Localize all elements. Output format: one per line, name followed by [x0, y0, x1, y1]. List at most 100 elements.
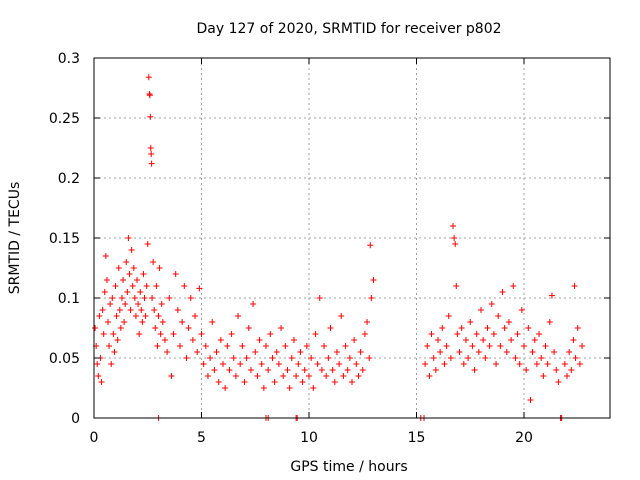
- data-point: [467, 319, 474, 325]
- data-point: [104, 319, 111, 325]
- data-point: [344, 367, 351, 373]
- data-point: [224, 343, 231, 349]
- data-point: [531, 337, 538, 343]
- data-point: [152, 325, 159, 331]
- data-point: [174, 307, 181, 313]
- data-point: [100, 331, 107, 337]
- data-point: [512, 355, 519, 361]
- data-point: [147, 145, 154, 151]
- data-point: [141, 295, 148, 301]
- y-axis-label: SRMTID / TECUs: [7, 182, 23, 295]
- data-point: [149, 295, 156, 301]
- data-point: [301, 367, 308, 373]
- data-point: [95, 373, 102, 379]
- data-point: [254, 373, 261, 379]
- data-point: [357, 349, 364, 355]
- data-point: [323, 373, 330, 379]
- data-point: [247, 367, 254, 373]
- data-point: [368, 295, 375, 301]
- data-point: [168, 373, 175, 379]
- data-point: [338, 313, 345, 319]
- x-tick-label: 5: [197, 430, 206, 446]
- data-point: [150, 259, 157, 265]
- data-point: [106, 343, 113, 349]
- data-point: [325, 355, 332, 361]
- data-point: [237, 361, 244, 367]
- data-point: [501, 325, 508, 331]
- data-point: [540, 373, 547, 379]
- data-point: [159, 319, 166, 325]
- data-point: [456, 349, 463, 355]
- data-point: [239, 343, 246, 349]
- data-point: [576, 361, 583, 367]
- data-point: [245, 325, 252, 331]
- data-point: [109, 295, 116, 301]
- data-point: [228, 331, 235, 337]
- y-tick-label: 0.25: [49, 111, 80, 127]
- data-point: [187, 295, 194, 301]
- data-point: [155, 313, 162, 319]
- data-point: [263, 343, 269, 349]
- data-point: [98, 379, 105, 385]
- data-point: [525, 325, 532, 331]
- data-point: [482, 355, 489, 361]
- y-tick-label: 0.2: [58, 171, 80, 187]
- x-tick-label: 20: [515, 430, 533, 446]
- data-point: [123, 259, 130, 265]
- data-point: [134, 277, 140, 283]
- data-point: [310, 385, 317, 391]
- data-point: [265, 367, 272, 373]
- data-point: [355, 373, 362, 379]
- data-point: [293, 373, 300, 379]
- data-point: [327, 325, 334, 331]
- data-point: [122, 301, 129, 307]
- data-point: [571, 283, 578, 289]
- data-point: [458, 325, 465, 331]
- data-point: [518, 307, 525, 313]
- data-point: [235, 313, 242, 319]
- data-point: [453, 283, 460, 289]
- data-point: [471, 367, 478, 373]
- data-point: [127, 307, 134, 313]
- data-point: [465, 355, 472, 361]
- data-point: [115, 265, 122, 271]
- data-point: [278, 325, 285, 331]
- data-point: [318, 367, 325, 373]
- data-point: [156, 265, 163, 271]
- data-point: [447, 355, 454, 361]
- data-point: [508, 337, 515, 343]
- data-point: [574, 325, 581, 331]
- data-point: [478, 307, 484, 313]
- data-point: [145, 74, 152, 81]
- data-point: [172, 271, 179, 277]
- data-point: [297, 349, 304, 355]
- data-point: [164, 349, 171, 355]
- data-point: [146, 92, 153, 99]
- data-point: [111, 349, 118, 355]
- data-point: [536, 331, 543, 337]
- data-point: [548, 292, 555, 299]
- data-point: [544, 361, 551, 367]
- data-point: [579, 343, 586, 349]
- data-point: [422, 361, 429, 367]
- data-point: [336, 361, 343, 367]
- data-point: [282, 343, 289, 349]
- data-point: [161, 337, 168, 343]
- data-point: [101, 289, 108, 295]
- data-point: [503, 349, 510, 355]
- data-point: [96, 313, 103, 319]
- data-point: [112, 283, 119, 289]
- data-point: [99, 307, 106, 313]
- data-point: [510, 283, 517, 289]
- data-point: [114, 337, 121, 343]
- data-point: [108, 361, 115, 367]
- data-point: [217, 337, 224, 343]
- data-point: [143, 283, 150, 289]
- data-point: [349, 379, 355, 385]
- data-point: [568, 367, 575, 373]
- data-point: [185, 325, 192, 331]
- data-point: [333, 349, 340, 355]
- x-tick-label: 10: [300, 430, 318, 446]
